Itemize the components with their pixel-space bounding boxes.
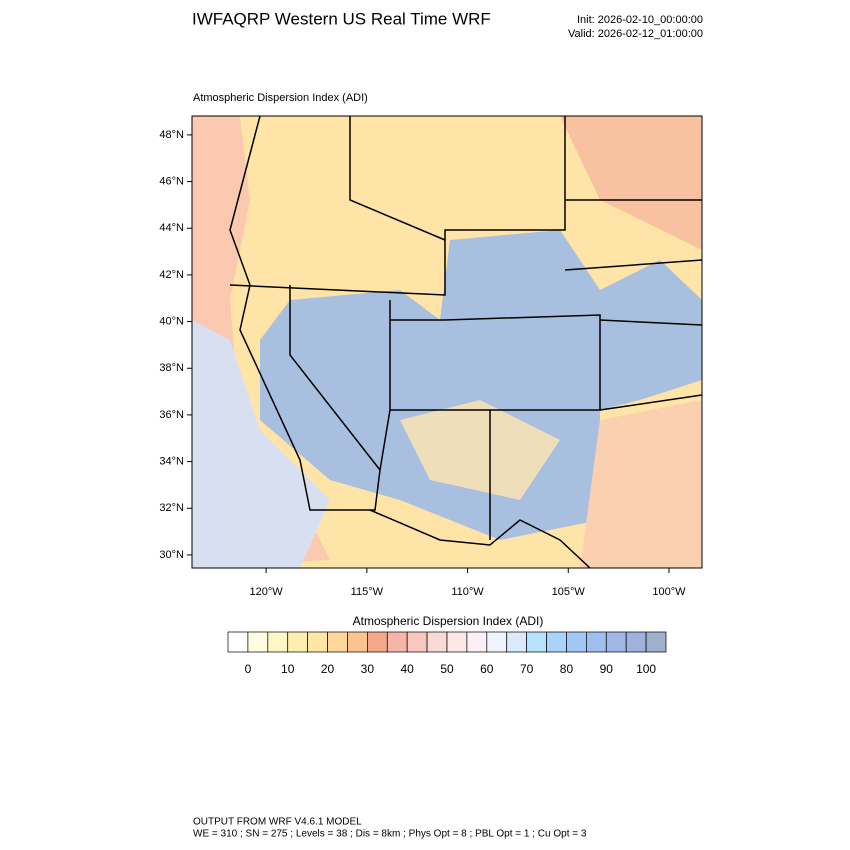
- x-tick-label: 115°W: [351, 586, 384, 598]
- colorbar-tick-label: 20: [321, 662, 335, 676]
- colorbar-swatch: [327, 631, 348, 653]
- y-tick-label: 32°N: [159, 502, 184, 514]
- colorbar-swatch: [486, 631, 508, 653]
- colorbar-swatch: [466, 631, 488, 653]
- x-tick-label: 110°W: [451, 586, 484, 598]
- colorbar-tick-label: 0: [245, 662, 252, 676]
- colorbar-swatch: [247, 631, 269, 653]
- colorbar-swatch: [307, 631, 328, 653]
- colorbar-swatch: [446, 631, 468, 653]
- y-tick-label: 30°N: [159, 549, 184, 561]
- colorbar-swatch: [625, 631, 647, 653]
- valid-time: Valid: 2026-02-12_01:00:00: [568, 28, 703, 40]
- y-tick-label: 46°N: [159, 175, 184, 187]
- colorbar-tick-label: 30: [361, 662, 375, 676]
- colorbar-swatch: [347, 631, 368, 653]
- y-tick-label: 34°N: [159, 455, 184, 467]
- x-tick-label: 100°W: [652, 586, 686, 598]
- colorbar-title: Atmospheric Dispersion Index (ADI): [353, 614, 544, 628]
- map-frame: [191, 115, 703, 569]
- map-field: [192, 116, 702, 568]
- colorbar-tick-label: 40: [401, 662, 415, 676]
- colorbar-swatch: [386, 631, 408, 653]
- map-subtitle: Atmospheric Dispersion Index (ADI): [193, 92, 368, 104]
- y-tick-label: 40°N: [159, 315, 184, 327]
- colorbar-tick-label: 100: [636, 662, 656, 676]
- colorbar-swatch: [406, 631, 428, 653]
- colorbar-swatch: [227, 631, 249, 653]
- y-tick-label: 42°N: [159, 269, 184, 281]
- colorbar-swatch: [267, 631, 289, 653]
- y-tick-label: 38°N: [159, 362, 184, 374]
- colorbar-tick-label: 70: [520, 662, 534, 676]
- colorbar-tick-label: 80: [560, 662, 574, 676]
- init-time: Init: 2026-02-10_00:00:00: [577, 14, 703, 26]
- colorbar-swatch: [506, 631, 527, 653]
- colorbar-swatch: [367, 631, 388, 653]
- colorbar-swatch: [605, 631, 627, 653]
- colorbar-swatch: [287, 631, 308, 653]
- colorbar-tick-label: 90: [600, 662, 614, 676]
- footer-line: WE = 310 ; SN = 275 ; Levels = 38 ; Dis …: [193, 829, 587, 840]
- x-tick-label: 105°W: [552, 586, 586, 598]
- y-tick-label: 48°N: [159, 129, 184, 141]
- colorbar-swatch: [526, 631, 547, 653]
- y-tick-label: 36°N: [159, 409, 184, 421]
- colorbar-swatch: [546, 631, 567, 653]
- footer-line: OUTPUT FROM WRF V4.6.1 MODEL: [193, 817, 362, 828]
- colorbar-swatch: [586, 631, 607, 653]
- colorbar-tick-label: 10: [281, 662, 295, 676]
- title: IWFAQRP Western US Real Time WRF: [192, 9, 491, 28]
- y-tick-label: 44°N: [159, 222, 184, 234]
- colorbar-swatch: [426, 631, 448, 653]
- colorbar-tick-label: 50: [440, 662, 454, 676]
- colorbar-swatch: [566, 631, 587, 653]
- colorbar-swatch: [645, 631, 667, 653]
- x-tick-label: 120°W: [250, 586, 284, 598]
- colorbar-tick-label: 60: [480, 662, 494, 676]
